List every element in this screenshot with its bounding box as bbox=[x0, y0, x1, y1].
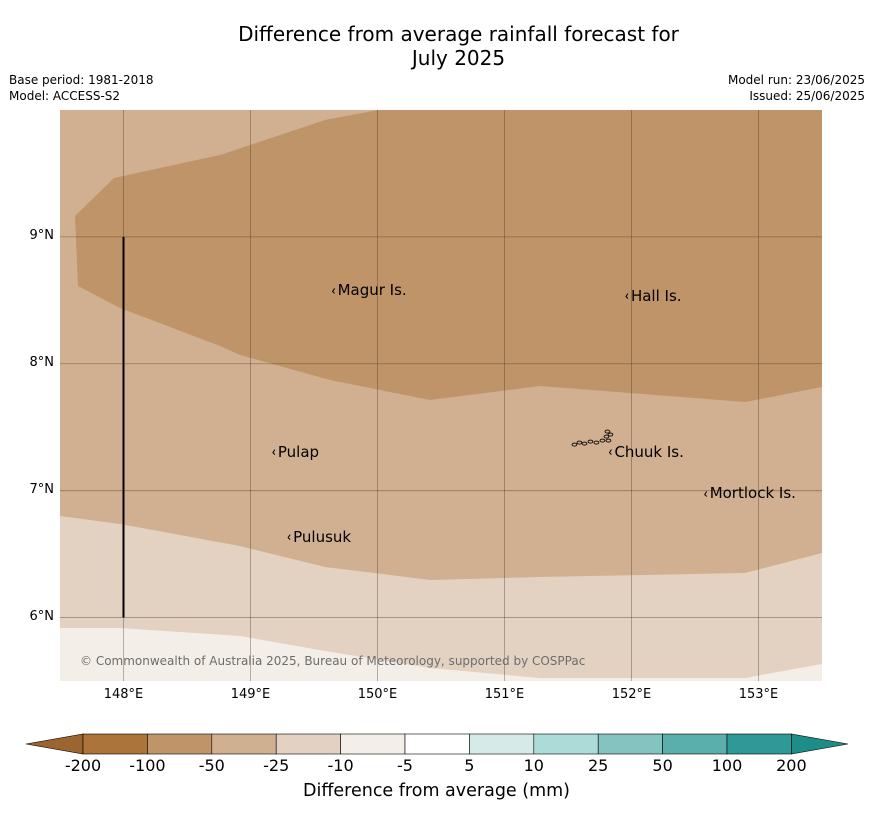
colorbar-segment bbox=[726, 733, 792, 755]
colorbar-tick-label: 50 bbox=[652, 756, 673, 775]
chuuk-islet bbox=[593, 440, 600, 445]
chuuk-islet bbox=[604, 429, 611, 434]
colorbar-segment bbox=[469, 733, 535, 755]
colorbar-under-arrow bbox=[25, 733, 84, 755]
colorbar-segment bbox=[662, 733, 728, 755]
colorbar-title: Difference from average (mm) bbox=[302, 781, 571, 801]
island-mark bbox=[625, 293, 629, 299]
lon-tick-label: 149°E bbox=[230, 687, 271, 702]
colorbar-tick-label: -10 bbox=[327, 756, 354, 775]
colorbar-segment bbox=[147, 733, 213, 755]
colorbar-segment bbox=[340, 733, 406, 755]
copyright-notice: © Commonwealth of Australia 2025, Bureau… bbox=[80, 654, 586, 668]
lon-tick-label: 153°E bbox=[738, 687, 779, 702]
colorbar-tick-label: -5 bbox=[397, 756, 413, 775]
colorbar-segment bbox=[597, 733, 663, 755]
chuuk-islet bbox=[587, 439, 594, 444]
title-line-1: Difference from average rainfall forecas… bbox=[238, 22, 679, 46]
lat-tick-label: 6°N bbox=[29, 608, 55, 624]
region-band-10-5 bbox=[60, 628, 822, 681]
model-run: Model run: 23/06/2025 bbox=[727, 73, 865, 87]
lat-tick-label: 8°N bbox=[29, 354, 55, 370]
chuuk-islet bbox=[603, 434, 610, 439]
lon-tick-label: 148°E bbox=[103, 687, 144, 702]
model-name: Model: ACCESS-S2 bbox=[9, 89, 121, 103]
colorbar-tick-label: -100 bbox=[129, 756, 166, 775]
colorbar-segment bbox=[82, 733, 148, 755]
island-outlines bbox=[272, 288, 708, 540]
colorbar-tick-label: 5 bbox=[464, 756, 475, 775]
title-line-2: July 2025 bbox=[411, 46, 506, 70]
chart-title: Difference from average rainfall forecas… bbox=[0, 22, 873, 70]
place-label: Mortlock Is. bbox=[709, 484, 796, 503]
island-mark bbox=[608, 449, 612, 455]
place-label: Chuuk Is. bbox=[614, 442, 684, 461]
colorbar-tick-label: 200 bbox=[776, 756, 807, 775]
place-label: Pulap bbox=[277, 442, 320, 461]
issued-date: Issued: 25/06/2025 bbox=[749, 89, 865, 103]
colorbar-over-arrow bbox=[791, 733, 849, 755]
colorbar-segment bbox=[211, 733, 277, 755]
meta-left: Base period: 1981-2018 Model: ACCESS-S2 bbox=[9, 72, 154, 104]
place-label: Pulusuk bbox=[293, 527, 352, 546]
colorbar-tick-label: -200 bbox=[64, 756, 102, 775]
colorbar-tick-label: 25 bbox=[588, 756, 609, 775]
place-label: Hall Is. bbox=[630, 286, 682, 305]
chuuk-islet bbox=[605, 438, 612, 443]
colorbar-tick-label: 10 bbox=[523, 756, 544, 775]
colorbar-tick-label: -50 bbox=[198, 756, 225, 775]
colorbar-segment bbox=[404, 733, 470, 755]
colorbar-tick-label: -25 bbox=[263, 756, 290, 775]
chuuk-islet bbox=[576, 440, 583, 445]
meta-right: Model run: 23/06/2025 Issued: 25/06/2025 bbox=[728, 72, 865, 104]
island-mark bbox=[704, 491, 708, 497]
lat-tick-label: 7°N bbox=[29, 481, 55, 497]
base-period: Base period: 1981-2018 bbox=[9, 73, 154, 87]
lon-tick-label: 151°E bbox=[484, 687, 525, 702]
chuuk-islet bbox=[607, 432, 614, 437]
colorbar-tick-label: 100 bbox=[711, 756, 743, 775]
island-mark bbox=[287, 534, 291, 540]
colorbar-segment bbox=[275, 733, 341, 755]
chuuk-islet bbox=[571, 442, 578, 447]
colorbar-segment bbox=[533, 733, 599, 755]
map bbox=[60, 110, 822, 681]
island-mark bbox=[272, 449, 276, 455]
chuuk-islet bbox=[599, 438, 606, 443]
island-mark bbox=[331, 288, 336, 294]
lon-tick-label: 152°E bbox=[611, 687, 652, 702]
lat-tick-label: 9°N bbox=[29, 227, 55, 243]
lon-tick-label: 150°E bbox=[357, 687, 398, 702]
region-band-100-50 bbox=[75, 110, 822, 402]
place-label: Magur Is. bbox=[337, 281, 407, 300]
chuuk-islet bbox=[581, 441, 588, 446]
